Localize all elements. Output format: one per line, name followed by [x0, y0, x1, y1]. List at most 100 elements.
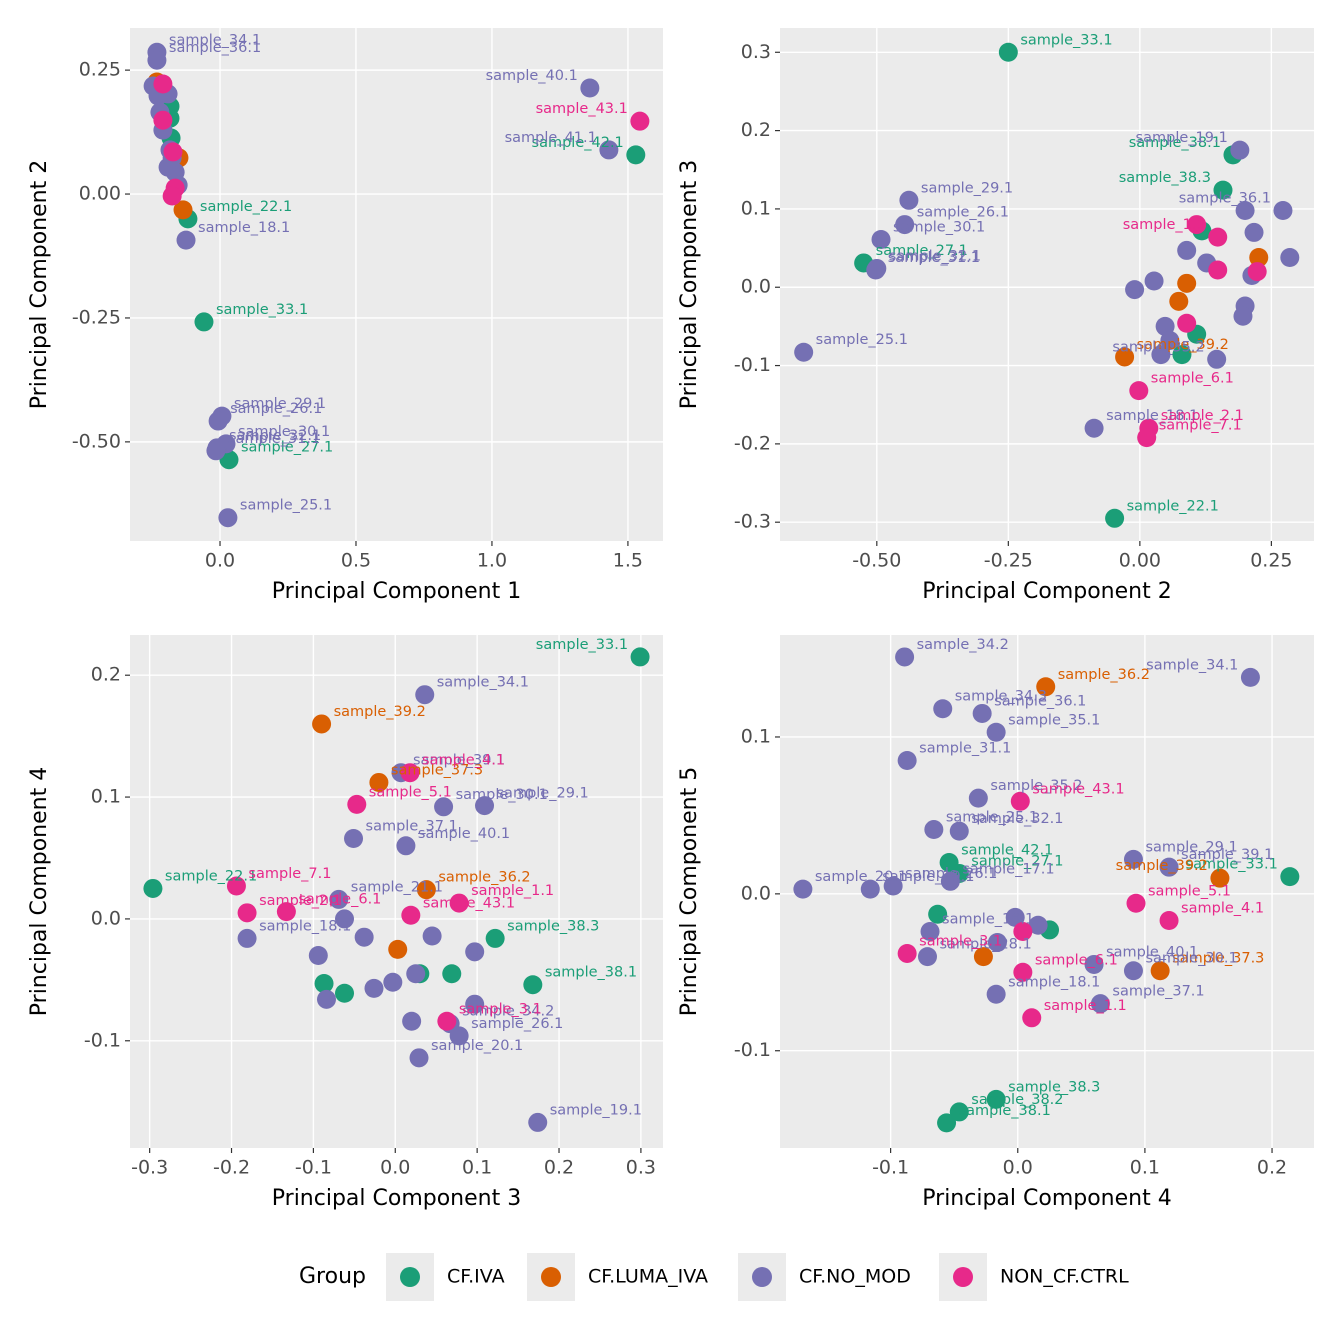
x-tick-label: -0.1	[872, 1157, 909, 1179]
y-tick-label: 0.2	[741, 119, 771, 141]
point-label: sample_39.2	[334, 704, 426, 720]
legend-title: Group	[299, 1264, 366, 1289]
point-label: sample_37.3	[391, 762, 483, 778]
point-label: sample_18.1	[1008, 974, 1100, 990]
point-label: sample_2.1	[1161, 408, 1244, 424]
point-label: sample_36.2	[438, 870, 530, 886]
point-label: sample_28.1	[939, 937, 1031, 953]
point-label: sample_25.1	[946, 810, 1038, 826]
point	[400, 763, 420, 783]
point-label: sample_42.1	[961, 842, 1053, 858]
point-label: sample_22.1	[200, 199, 292, 215]
point	[1013, 962, 1033, 982]
point	[1207, 349, 1227, 369]
point-label: sample_30.1	[893, 219, 985, 235]
point-label: sample_40.1	[1106, 944, 1198, 960]
point	[1244, 222, 1264, 242]
point-label: sample_29.1	[1145, 839, 1237, 855]
point	[162, 186, 182, 206]
point-label: sample_26.1	[230, 401, 322, 417]
point	[475, 796, 495, 816]
point	[1159, 857, 1179, 877]
point	[1177, 313, 1197, 333]
point-label: sample_38.2	[971, 1092, 1063, 1108]
point-label: sample_43.1	[1032, 781, 1124, 797]
point-label: sample_34.1	[1146, 657, 1238, 673]
point-label: sample_39.2	[1116, 858, 1208, 874]
point	[1028, 915, 1048, 935]
point	[314, 973, 334, 993]
point	[972, 703, 992, 723]
y-axis-title: Principal Component 3	[677, 160, 702, 409]
point-label: sample_33.1	[536, 637, 628, 653]
point	[206, 441, 226, 461]
point	[793, 879, 813, 899]
point	[871, 229, 891, 249]
point	[308, 945, 328, 965]
y-tick-label: 0.1	[741, 725, 771, 747]
point	[163, 142, 183, 162]
point	[897, 751, 917, 771]
point	[580, 78, 600, 98]
point	[986, 722, 1006, 742]
x-tick-label: 0.5	[341, 550, 371, 572]
point	[347, 794, 367, 814]
y-tick-label: 0.3	[741, 41, 771, 63]
point-label: sample_1.1	[1123, 217, 1206, 233]
point	[949, 1102, 969, 1122]
point	[899, 190, 919, 210]
point	[1123, 849, 1143, 869]
point	[434, 797, 454, 817]
point-label: sample_18.1	[1106, 408, 1198, 424]
plot-background	[780, 28, 1314, 541]
x-tick-label: 0.0	[1003, 1157, 1033, 1179]
point-label: sample_36.2	[1058, 667, 1150, 683]
point	[599, 140, 619, 160]
point-label: sample_38.3	[1119, 170, 1211, 186]
point	[329, 889, 349, 909]
point-label: sample_20.1	[815, 869, 907, 885]
point	[344, 828, 364, 848]
point-label: sample_22.1	[165, 868, 257, 884]
point	[940, 871, 960, 891]
point-label: sample_31.1	[888, 250, 980, 266]
point	[437, 1011, 457, 1031]
point	[388, 939, 408, 959]
point	[153, 110, 173, 130]
point	[794, 342, 814, 362]
y-tick-label: -0.1	[734, 354, 771, 376]
x-tick-label: 0.0	[380, 1157, 410, 1179]
point-label: sample_18.1	[259, 918, 351, 934]
point	[194, 312, 214, 332]
point-label: sample_17.1	[962, 861, 1054, 877]
point-label: sample_34.3	[955, 689, 1047, 705]
point	[354, 927, 374, 947]
point	[1151, 345, 1171, 365]
x-tick-label: 0.3	[626, 1157, 656, 1179]
point-label: sample_30.1	[1145, 951, 1237, 967]
point	[1013, 922, 1033, 942]
point-label: sample_38.1	[545, 965, 637, 981]
point	[1273, 200, 1293, 220]
point	[442, 964, 462, 984]
y-tick-label: 0.0	[741, 276, 771, 298]
point-label: sample_5.1	[369, 784, 452, 800]
point-label: sample_5.1	[1148, 883, 1231, 899]
point	[1208, 260, 1228, 280]
point	[364, 978, 384, 998]
point	[449, 1026, 469, 1046]
point-label: sample_40.1	[418, 826, 510, 842]
point	[406, 964, 426, 984]
point	[1159, 911, 1179, 931]
point	[237, 903, 257, 923]
point	[143, 878, 163, 898]
point	[415, 685, 435, 705]
point	[987, 932, 1007, 952]
x-tick-label: 0.00	[1119, 550, 1161, 572]
point-label: sample_35.1	[1008, 712, 1100, 728]
point	[1105, 508, 1125, 528]
point	[949, 821, 969, 841]
point-label: sample_27.1	[241, 440, 333, 456]
point	[383, 972, 403, 992]
point-label: sample_38.1	[959, 1103, 1051, 1119]
